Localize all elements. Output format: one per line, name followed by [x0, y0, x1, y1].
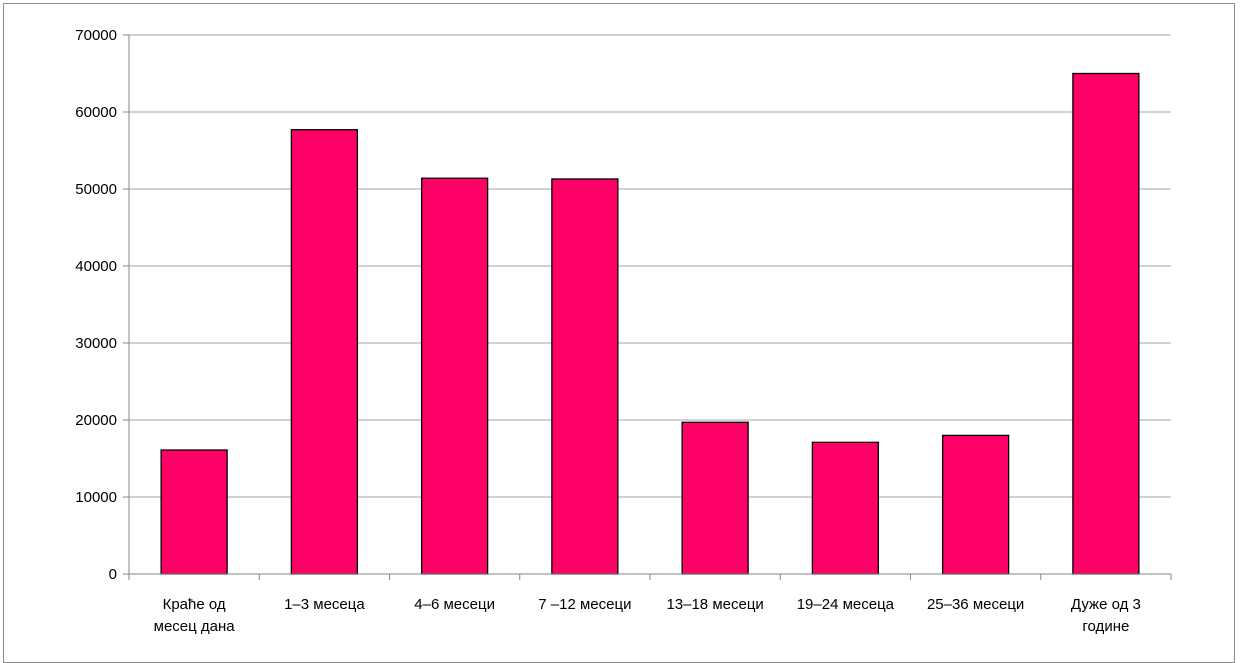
bar — [160, 449, 228, 575]
axes — [123, 34, 1172, 580]
bar — [811, 441, 880, 575]
x-tick-label: Дуже од 3 године — [1071, 596, 1141, 635]
x-tick-label-line: 25–36 месеци — [927, 596, 1024, 613]
x-tick-label-line: 13–18 месеци — [666, 596, 763, 613]
x-tick-label-line: 7 –12 месеци — [538, 596, 631, 613]
x-tick-label-line: године — [1082, 618, 1129, 635]
gridlines — [129, 34, 1171, 498]
bar — [290, 129, 359, 575]
bar-chart: 0 10000 20000 30000 40000 50000 60000 70000 Краћ… — [75, 27, 1172, 635]
x-tick-label: 13–18 месеци — [666, 596, 763, 613]
bar — [420, 177, 489, 575]
bar — [681, 421, 749, 575]
bar — [941, 434, 1010, 575]
x-tick-label: 19–24 месеца — [797, 596, 895, 613]
y-tick-label: 60000 — [75, 104, 117, 121]
x-tick-label: 4–6 месеци — [414, 596, 495, 613]
y-tick-label: 40000 — [75, 258, 117, 275]
bar — [551, 178, 619, 575]
y-tick-label: 0 — [109, 566, 117, 583]
tick-labels: 0 10000 20000 30000 40000 50000 60000 70000 Краћ… — [75, 27, 1141, 635]
x-tick-label-line: Дуже од 3 — [1071, 596, 1141, 613]
y-tick-label: 20000 — [75, 412, 117, 429]
y-tick-label: 30000 — [75, 335, 117, 352]
x-tick-label: 1–3 месеца — [284, 596, 365, 613]
y-tick-label: 10000 — [75, 489, 117, 506]
x-tick-label-line: 1–3 месеца — [284, 596, 365, 613]
x-tick-label-line: 19–24 месеца — [797, 596, 895, 613]
x-tick-label: Краће од месец дана — [154, 596, 236, 635]
x-tick-label-line: 4–6 месеци — [414, 596, 495, 613]
x-tick-label-line: Краће од — [163, 596, 226, 613]
y-tick-label: 70000 — [75, 27, 117, 44]
x-tick-label-line: месец дана — [154, 618, 236, 635]
x-tick-label: 7 –12 месеци — [538, 596, 631, 613]
bar — [1072, 72, 1140, 575]
bars — [160, 72, 1140, 575]
x-tick-label: 25–36 месеци — [927, 596, 1024, 613]
y-tick-label: 50000 — [75, 181, 117, 198]
